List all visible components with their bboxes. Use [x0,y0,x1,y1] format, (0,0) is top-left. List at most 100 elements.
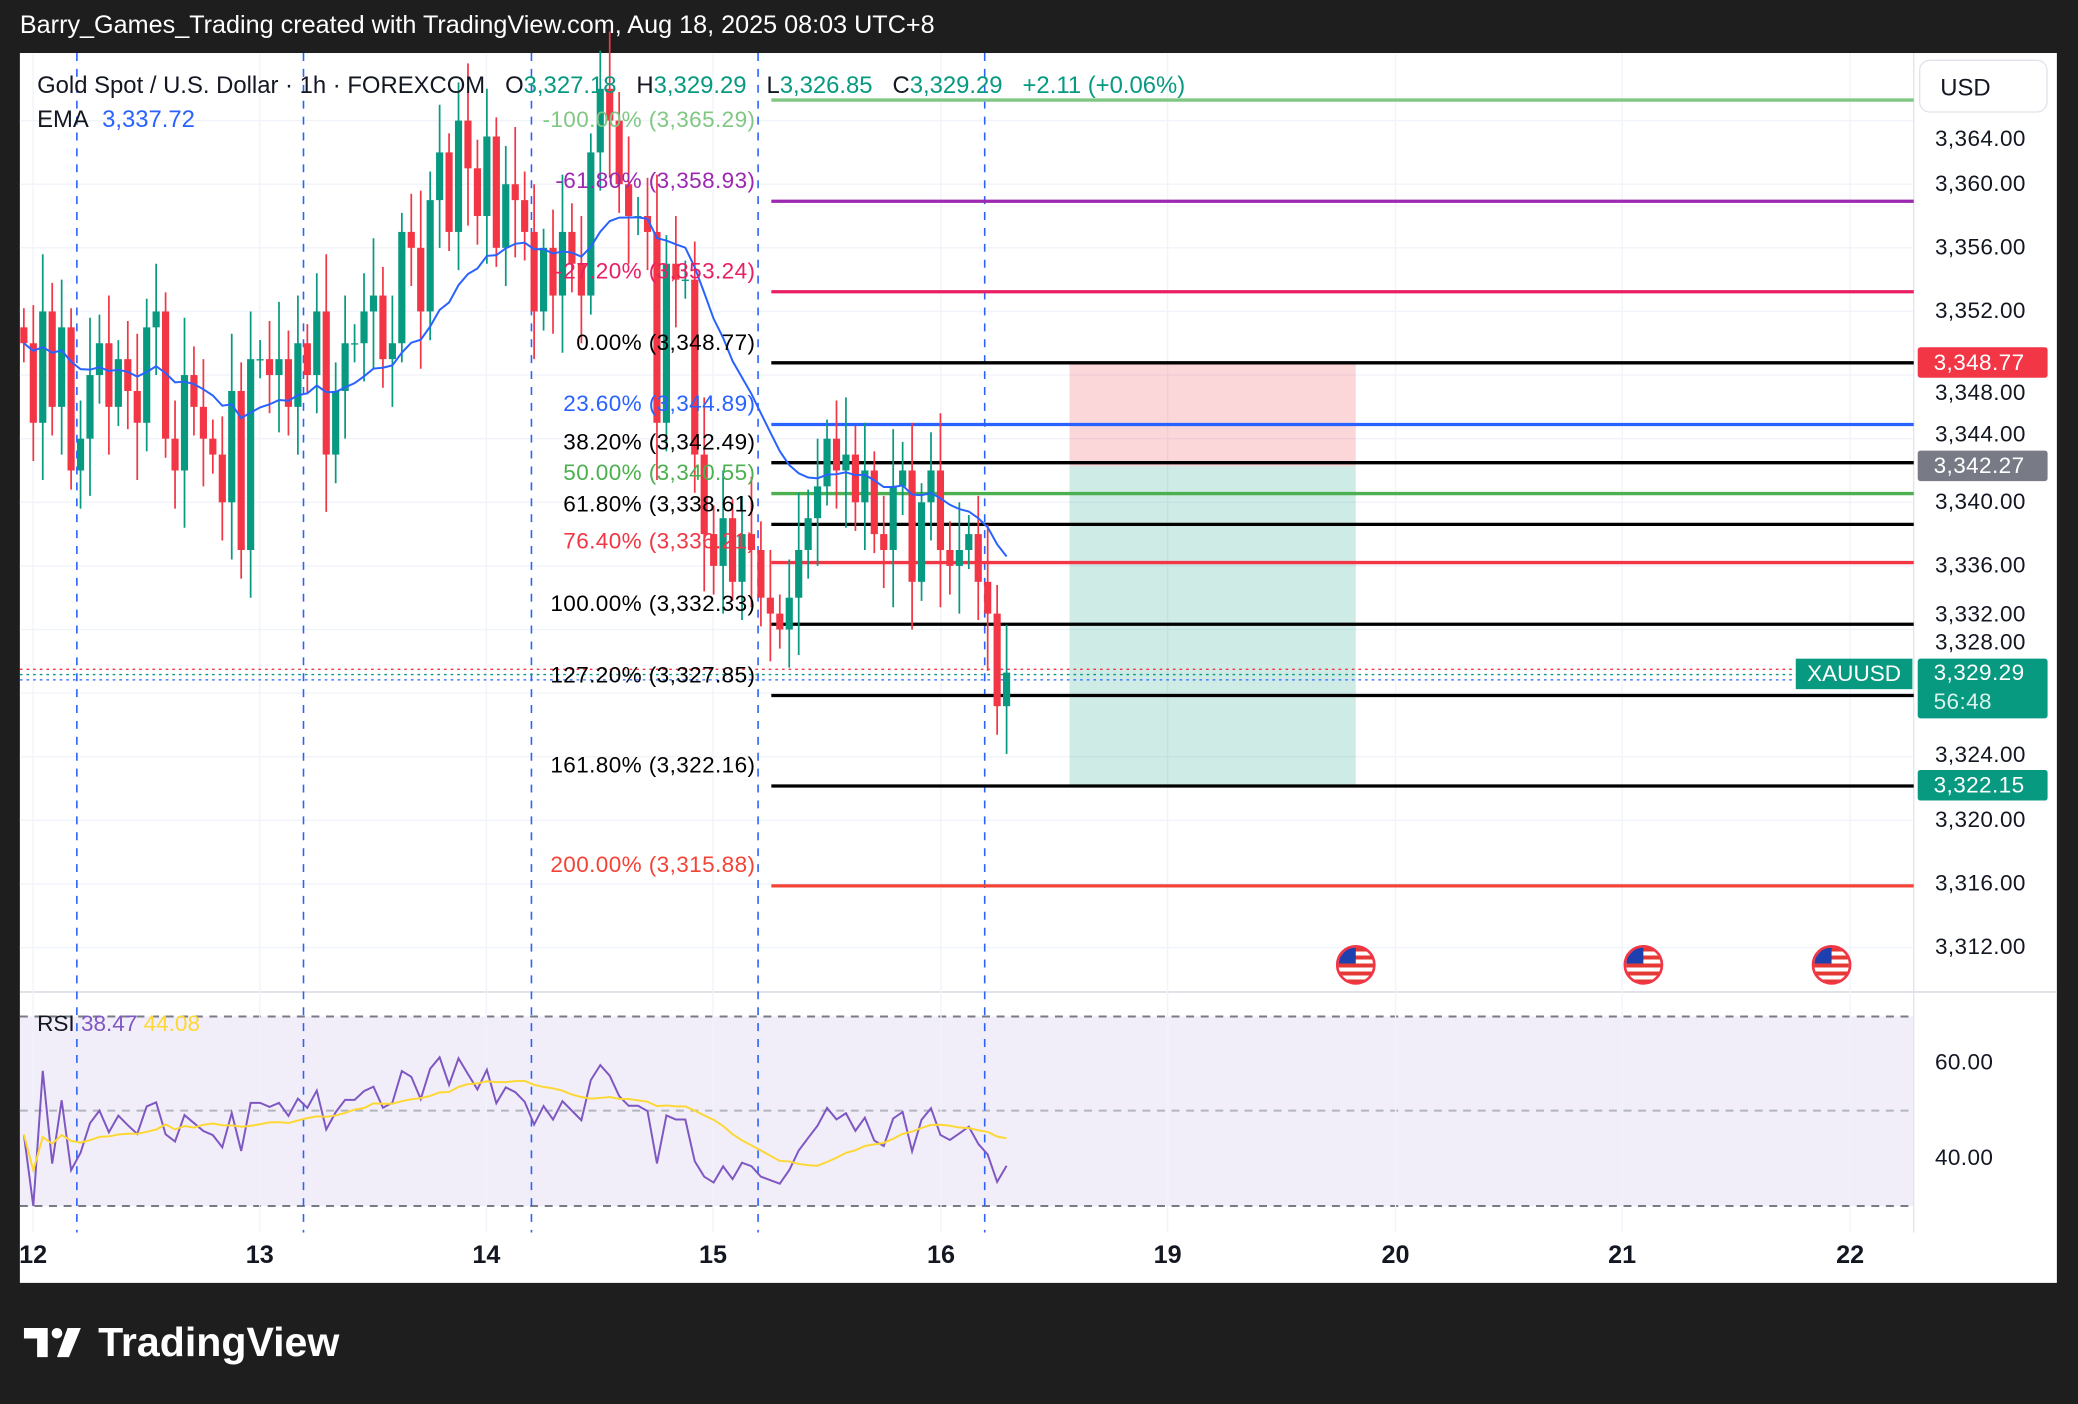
candle-body [662,263,670,423]
ema-label: EMA [37,106,89,133]
candle-body [974,534,982,582]
open-label: O [505,71,524,99]
candle-body [332,390,340,455]
candle-body [417,247,425,312]
candle-body [993,613,1001,707]
low-value: 3,326.85 [779,71,873,99]
candle-body [511,184,519,201]
candle-body [539,247,548,312]
candle-body [20,327,28,344]
candle-body [379,295,387,360]
us-economic-event-icon[interactable] [1811,944,1852,985]
candle-body [162,311,170,439]
currency-button[interactable]: USD [1919,59,2048,113]
candle-body [653,231,661,423]
candle-body [672,263,680,280]
candle-body [265,359,274,376]
time-axis-label: 19 [1153,1241,1182,1270]
candle-body [946,549,954,566]
rsi-axis-label: 40.00 [1934,1145,1994,1171]
price-axis-label: 3,344.00 [1934,421,2026,447]
price-axis-label: 3,316.00 [1934,870,2026,896]
fib-level-label: 38.20% (3,342.49) [563,429,756,455]
candle-body [454,120,463,232]
entry-price-tag: 3,342.27 [1917,450,2048,481]
candle-body [171,438,179,471]
candle-body [804,518,812,550]
candle-body [445,152,453,232]
candle-body [728,518,737,582]
fib-level-label: 76.40% (3,336.21) [563,529,756,555]
candle-body [757,549,765,598]
fib-level-label: 50.00% (3,340.55) [563,460,756,486]
candle-body [388,343,396,360]
last-price: 3,329.29 [1933,659,2025,686]
candle-body [776,613,784,630]
candle-body [228,390,236,503]
rsi-ma-line [22,1080,1007,1174]
us-economic-event-icon[interactable] [1335,944,1376,985]
candle-body [48,311,56,407]
position-stop-zone [1069,362,1356,467]
ema-legend[interactable]: EMA 3,337.72 [37,106,195,134]
candle-body [133,390,141,423]
symbol-title[interactable]: Gold Spot / U.S. Dollar · 1h · FOREXCOM [37,71,486,99]
candle-body [218,454,226,503]
candle-body [209,438,217,455]
candle-body [785,597,793,630]
candle-body [587,152,595,296]
candle-body [625,184,633,217]
candle-body [76,438,85,471]
price-axis-label: 3,328.00 [1934,629,2026,655]
candle-body [568,231,576,264]
candle-body [577,263,585,296]
rsi-ma-value: 44.08 [143,1011,200,1037]
candle-body [95,343,104,376]
time-axis-label: 14 [472,1241,501,1270]
fib-level-label: -100.00% (3,365.29) [542,106,756,132]
candle-body [842,454,850,471]
time-axis-label: 21 [1608,1241,1637,1270]
time-axis-label: 20 [1381,1241,1410,1270]
candle-body [889,486,897,550]
candle-body [58,327,66,407]
candle-body [105,343,113,407]
candle-body [426,200,434,312]
candle-body [180,375,189,471]
candle-body [407,231,415,248]
candle-body [502,184,510,248]
candle-body [681,279,689,281]
candle-body [351,343,359,345]
candle-body [190,375,198,407]
chart-area[interactable] [19,53,2057,1283]
candle-body [710,534,718,566]
low-label: L [766,71,780,99]
candle-body [124,359,132,391]
ema-line [23,216,1008,558]
fib-level-label: 23.60% (3,344.89) [563,391,756,417]
fib-level-label: -27.20% (3,353.24) [555,258,756,284]
candle-body [596,88,604,153]
candle-body [143,327,151,423]
candle-body [965,534,973,550]
candle-body [606,88,614,121]
candle-body [984,581,992,614]
time-axis-label: 22 [1836,1241,1865,1270]
change-value: +2.11 (+0.06%) [1022,71,1186,99]
candle-body [152,311,160,328]
candle-body [558,231,567,296]
candle-body [303,343,311,376]
us-economic-event-icon[interactable] [1623,944,1664,985]
fib-level-label: 0.00% (3,348.77) [576,329,756,355]
symbol-price-label: XAUUSD [1795,658,1913,690]
price-axis-label: 3,356.00 [1934,234,2026,260]
candle-body [284,359,293,407]
candle-body [814,486,822,519]
candle-body [294,343,302,407]
rsi-legend[interactable]: RSI 38.47 44.08 [37,1011,200,1038]
candle-body [955,549,963,566]
stop-price-tag: 3,348.77 [1917,346,2048,378]
price-axis-label: 3,340.00 [1934,489,2026,515]
tradingview-logo-icon [23,1327,81,1358]
